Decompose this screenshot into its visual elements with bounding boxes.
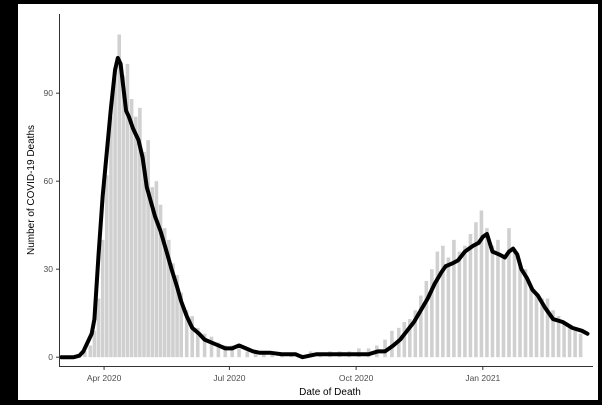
bar [556,316,561,358]
bar [138,107,142,358]
bar [446,257,451,358]
bar [479,210,484,358]
bar [270,354,274,358]
bar [216,342,221,358]
covid-deaths-chart: 0 30 60 90 Apr 2020 Jul 2020 Oct 2020 Jan 2021… [26,14,593,398]
bar [109,116,113,358]
bar [573,327,577,358]
bar [441,245,445,358]
bar [158,204,163,358]
bar [540,298,544,358]
bar [171,263,175,358]
y-tick-label: 30 [44,264,54,274]
bar [230,345,234,358]
x-axis-ticks: Apr 2020 Jul 2020 Oct 2020 Jan 2021 [87,366,501,383]
bar [105,175,109,358]
bar [162,228,167,358]
bar [468,234,473,358]
x-tick-label: Apr 2020 [87,373,122,383]
bar [496,239,500,358]
bar [512,251,517,358]
bar [485,228,489,358]
bar [457,251,462,358]
bar [150,187,155,358]
bar [534,292,539,358]
bar [419,295,423,358]
y-axis-ticks: 0 30 60 90 [44,88,60,362]
bar [223,345,228,358]
bar [83,351,87,358]
bar [424,280,429,358]
bar [562,322,566,358]
bar [551,310,555,358]
bar [245,351,250,358]
bar [408,319,412,358]
bar [202,333,207,358]
x-tick-label: Jul 2020 [213,373,245,383]
bar [518,263,522,358]
bar [383,339,387,358]
bar [413,310,418,358]
daily-deaths-bars [66,34,583,358]
bar [100,239,105,358]
bar [435,251,440,358]
bar [117,34,122,358]
bar [452,239,456,358]
bar [195,327,200,358]
y-tick-label: 60 [44,176,54,186]
bar [142,151,146,358]
y-axis-label: Number of COVID-19 Deaths [26,125,37,255]
bar [567,327,572,358]
x-axis-label: Date of Death [299,387,361,398]
bar [501,257,506,358]
y-tick-label: 90 [44,88,54,98]
smoothed-deaths-line [59,56,590,360]
bar [88,345,93,358]
y-tick-label: 0 [48,352,53,362]
bar [113,78,117,358]
bar [154,181,159,358]
bar [121,75,126,358]
bar [474,222,478,358]
bar [133,116,138,358]
bar [529,286,533,358]
bar [545,298,550,358]
bar [190,316,195,358]
bar [237,348,241,358]
bar [578,333,583,358]
bar [92,330,97,358]
bar [167,239,171,358]
bar [209,336,214,358]
bar [490,245,495,358]
x-tick-label: Jan 2021 [465,373,500,383]
x-tick-label: Oct 2020 [339,373,374,383]
bar [463,245,467,358]
bar [430,269,434,358]
bar [179,292,183,358]
bar [129,99,134,358]
bar [184,310,189,358]
bar [146,140,150,358]
bar [507,228,511,358]
bar [253,351,258,358]
bar [402,322,407,358]
chart-panel: 0 30 60 90 Apr 2020 Jul 2020 Oct 2020 Jan 2021… [18,4,598,400]
bar [175,275,179,358]
bar [125,63,130,358]
bar [523,269,528,358]
bar [96,298,101,358]
